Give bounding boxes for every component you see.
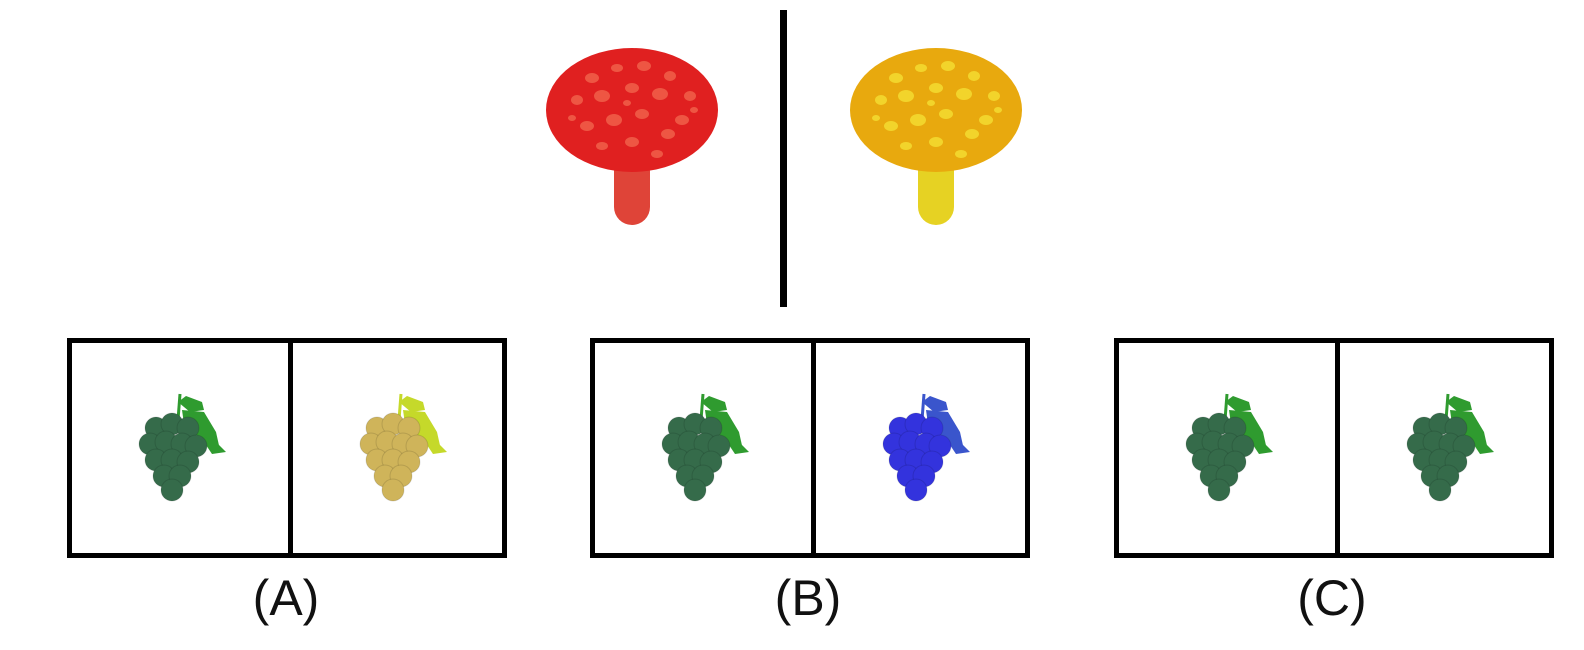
- mushroom-spot: [661, 129, 675, 139]
- grape-leaf: [1225, 396, 1251, 412]
- option-a-panel[interactable]: [67, 338, 507, 558]
- grape-leaf: [944, 436, 970, 454]
- mushroom-spot: [651, 150, 663, 158]
- mushroom-spot: [939, 109, 953, 119]
- option-b-left-cell: [595, 343, 811, 553]
- mushroom-spot: [898, 90, 914, 102]
- mushroom-spot: [606, 114, 622, 126]
- mushroom-left-svg: [546, 48, 718, 225]
- mushroom-spot: [611, 64, 623, 72]
- mushroom-spot: [900, 142, 912, 150]
- mushroom-spot: [941, 61, 955, 71]
- grape-berry: [904, 478, 928, 502]
- mushroom-spot: [915, 64, 927, 72]
- example-right-mushroom-icon: [836, 38, 1036, 238]
- mushroom-spot: [929, 83, 943, 93]
- option-a-right-grapes-icon: [359, 393, 447, 502]
- mushroom-spot: [690, 107, 698, 113]
- option-b-right-cell: [816, 343, 1032, 553]
- mushroom-spot: [684, 91, 696, 101]
- grape-leaf: [922, 396, 948, 412]
- example-left-mushroom-icon: [532, 38, 732, 238]
- mushroom-spot: [664, 71, 676, 81]
- mushroom-spot: [965, 129, 979, 139]
- option-c-panel[interactable]: [1114, 338, 1554, 558]
- option-c-right-cell: [1340, 343, 1556, 553]
- mushroom-spot: [956, 88, 972, 100]
- grape-leaf: [723, 436, 749, 454]
- mushroom-spot: [568, 115, 576, 121]
- grape-berry: [160, 478, 184, 502]
- option-c-left-grapes-icon: [1185, 393, 1273, 502]
- option-c-divider: [1335, 343, 1340, 553]
- mushroom-spot: [652, 88, 668, 100]
- mushroom-spot: [884, 121, 898, 131]
- option-c-left-cell: [1119, 343, 1335, 553]
- grape-leaf: [399, 396, 425, 412]
- mushroom-spot: [955, 150, 967, 158]
- mushroom-spot: [571, 95, 583, 105]
- option-c-label[interactable]: (C): [1297, 570, 1367, 626]
- grape-leaf: [701, 396, 727, 412]
- grape-berry: [683, 478, 707, 502]
- grape-berry: [381, 478, 405, 502]
- option-b-right-grapes-icon: [882, 393, 970, 502]
- grape-leaf: [1468, 436, 1494, 454]
- mushroom-spot: [872, 115, 880, 121]
- mushroom-right-svg: [850, 48, 1022, 225]
- option-b-divider: [811, 343, 816, 553]
- option-b-left-grapes-icon: [661, 393, 749, 502]
- mushroom-spot: [635, 109, 649, 119]
- mushroom-spot: [994, 107, 1002, 113]
- option-b-label[interactable]: (B): [774, 570, 842, 626]
- grape-leaf: [178, 396, 204, 412]
- example-divider: [780, 10, 787, 307]
- mushroom-spot: [929, 137, 943, 147]
- mushroom-spot: [585, 73, 599, 83]
- option-a-divider: [288, 343, 293, 553]
- grape-leaf: [1446, 396, 1472, 412]
- mushroom-spot: [889, 73, 903, 83]
- grape-leaf: [200, 436, 226, 454]
- grape-berry: [1207, 478, 1231, 502]
- mushroom-spot: [623, 100, 631, 106]
- mushroom-spot: [594, 90, 610, 102]
- mushroom-right-spots: [872, 61, 1002, 158]
- mushroom-spot: [637, 61, 651, 71]
- mushroom-left-spots: [568, 61, 698, 158]
- option-c-right-grapes-icon: [1406, 393, 1494, 502]
- mushroom-spot: [979, 115, 993, 125]
- grape-leaf: [1247, 436, 1273, 454]
- mushroom-spot: [988, 91, 1000, 101]
- option-b-panel[interactable]: [590, 338, 1030, 558]
- mushroom-spot: [910, 114, 926, 126]
- grape-berry: [1428, 478, 1452, 502]
- mushroom-spot: [675, 115, 689, 125]
- option-a-left-cell: [72, 343, 288, 553]
- mushroom-spot: [875, 95, 887, 105]
- mushroom-spot: [625, 137, 639, 147]
- option-a-label[interactable]: (A): [252, 570, 320, 626]
- option-a-right-cell: [293, 343, 509, 553]
- grape-leaf: [421, 436, 447, 454]
- mushroom-spot: [580, 121, 594, 131]
- mushroom-spot: [927, 100, 935, 106]
- mushroom-spot: [968, 71, 980, 81]
- mushroom-spot: [596, 142, 608, 150]
- mushroom-spot: [625, 83, 639, 93]
- option-a-left-grapes-icon: [138, 393, 226, 502]
